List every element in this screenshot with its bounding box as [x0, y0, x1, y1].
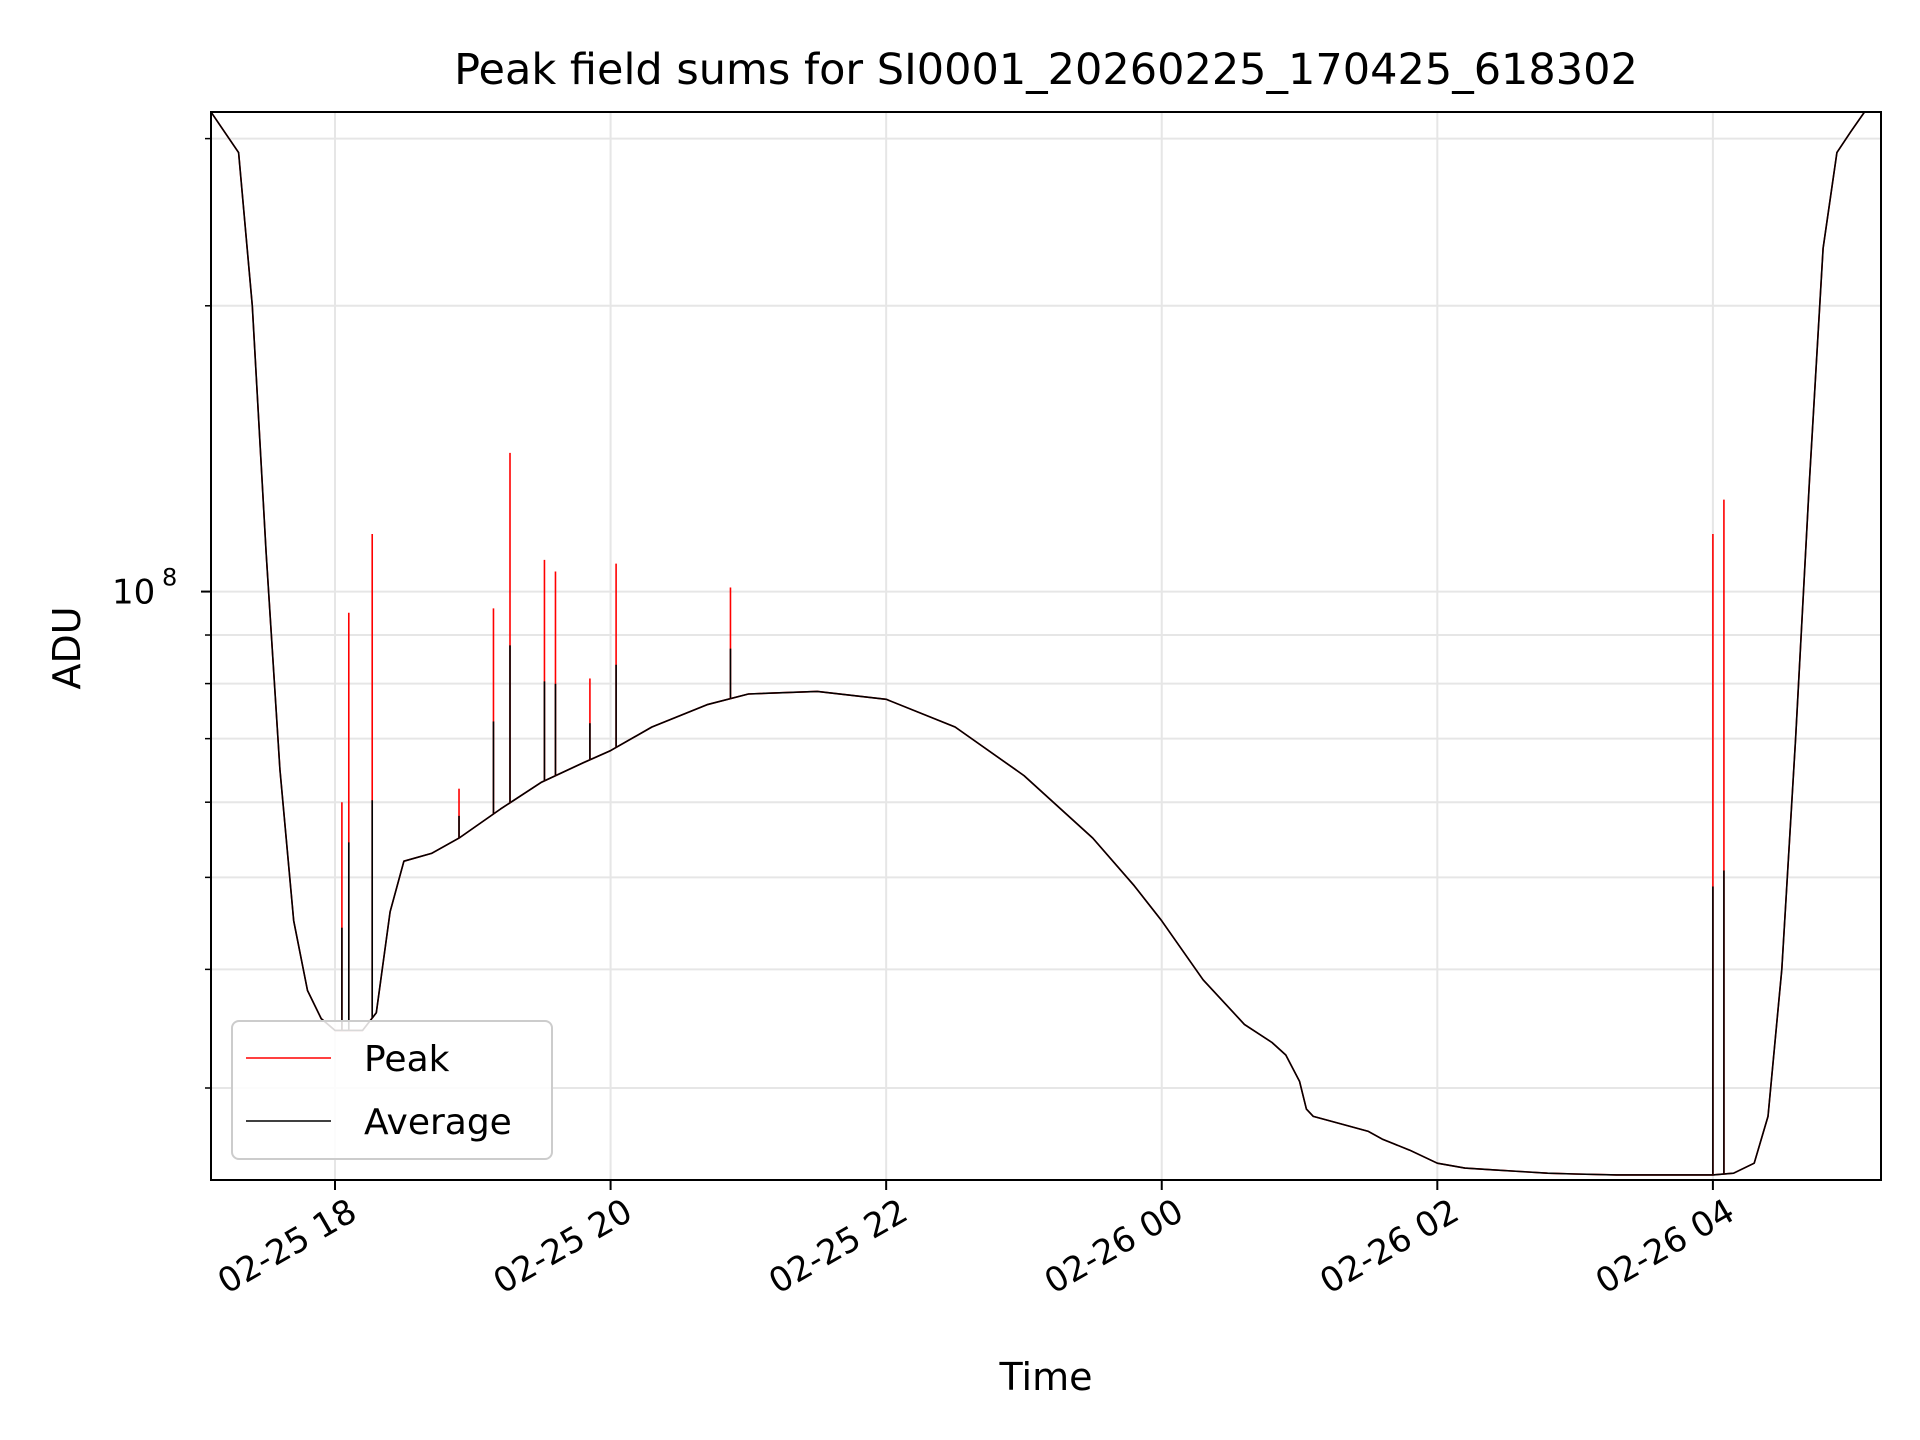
series-line-average	[211, 112, 1881, 1176]
y-tick-label-exponent: 8	[162, 564, 177, 592]
legend: Peak Average	[231, 1020, 553, 1160]
legend-label-average: Average	[364, 1102, 512, 1143]
y-axis: 10 8	[112, 137, 211, 1089]
grid-layer	[211, 112, 1881, 1180]
plot-frame	[210, 111, 1882, 1181]
legend-label-peak: Peak	[364, 1039, 450, 1080]
y-axis-label: ADU	[45, 606, 89, 689]
legend-box	[231, 1020, 553, 1160]
x-axis-label: Time	[999, 1355, 1093, 1399]
chart-title: Peak field sums for SI0001_20260225_1704…	[454, 45, 1638, 95]
y-tick-label: 10	[112, 573, 155, 613]
series-layer	[211, 112, 1881, 1176]
